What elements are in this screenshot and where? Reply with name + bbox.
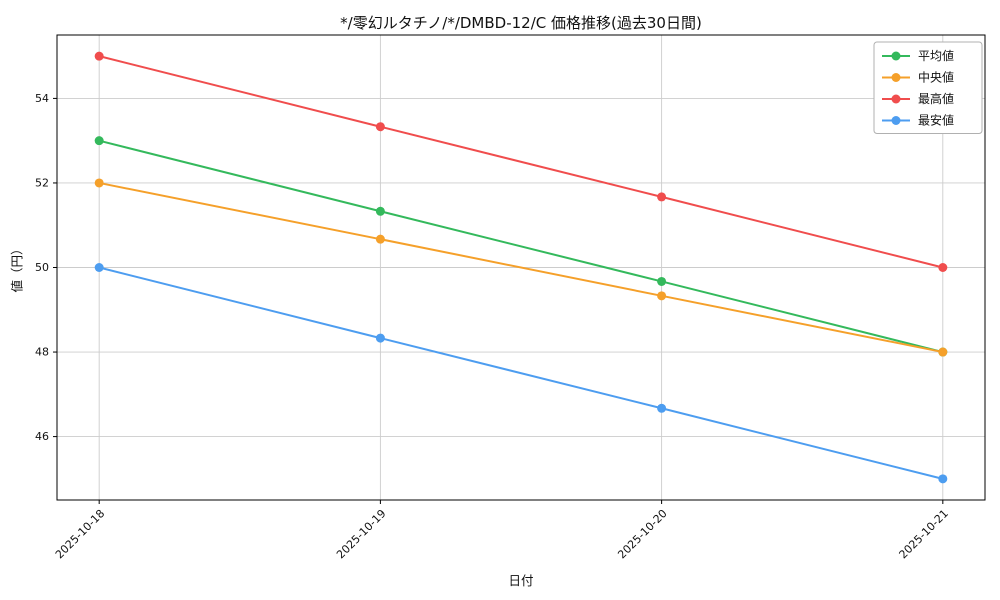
series-marker-min bbox=[94, 263, 104, 272]
series-marker-average bbox=[94, 136, 104, 146]
series-line-max bbox=[98, 55, 944, 269]
legend-label-median: 中央値 bbox=[918, 70, 954, 85]
y-tick-label: 54 bbox=[35, 92, 49, 105]
x-tick-label: 2025-10-20 bbox=[615, 507, 669, 561]
series-line-median bbox=[98, 181, 944, 354]
y-tick-label: 50 bbox=[35, 261, 49, 274]
series-marker-max bbox=[375, 122, 385, 132]
series-marker-min bbox=[657, 403, 667, 413]
series-marker-max bbox=[657, 192, 667, 202]
legend-label-max: 最高値 bbox=[918, 91, 954, 106]
x-tick-label: 2025-10-21 bbox=[897, 507, 951, 561]
series-marker-average bbox=[657, 276, 667, 286]
series-marker-max bbox=[938, 263, 948, 272]
series-marker-median bbox=[375, 234, 385, 244]
series-marker-min bbox=[375, 333, 385, 343]
legend-marker-median bbox=[891, 73, 901, 82]
legend-marker-max bbox=[891, 94, 901, 104]
legend-label-min: 最安値 bbox=[918, 113, 954, 128]
series-line-min bbox=[98, 266, 944, 480]
series-line-average bbox=[98, 139, 944, 354]
series-marker-min bbox=[938, 474, 948, 484]
series-marker-median bbox=[94, 178, 104, 188]
legend-marker-average bbox=[891, 51, 901, 61]
x-tick-label: 2025-10-19 bbox=[334, 507, 388, 561]
series-marker-max bbox=[94, 51, 104, 61]
series-marker-median bbox=[938, 347, 948, 357]
y-axis-label: 値（円） bbox=[9, 242, 25, 293]
x-tick-label: 2025-10-18 bbox=[53, 507, 107, 561]
y-tick-label: 52 bbox=[35, 176, 49, 189]
y-tick-label: 46 bbox=[35, 430, 49, 443]
legend-marker-min bbox=[891, 116, 901, 125]
y-tick-label: 48 bbox=[35, 346, 49, 359]
series-marker-average bbox=[375, 206, 385, 216]
legend-box bbox=[873, 41, 983, 134]
x-axis-label: 日付 bbox=[508, 573, 534, 588]
legend-label-average: 平均値 bbox=[918, 48, 954, 63]
series-marker-median bbox=[657, 291, 667, 301]
chart-title: */零幻ルタチノ/*/DMBD-12/C 価格推移(過去30日間) bbox=[340, 14, 702, 32]
